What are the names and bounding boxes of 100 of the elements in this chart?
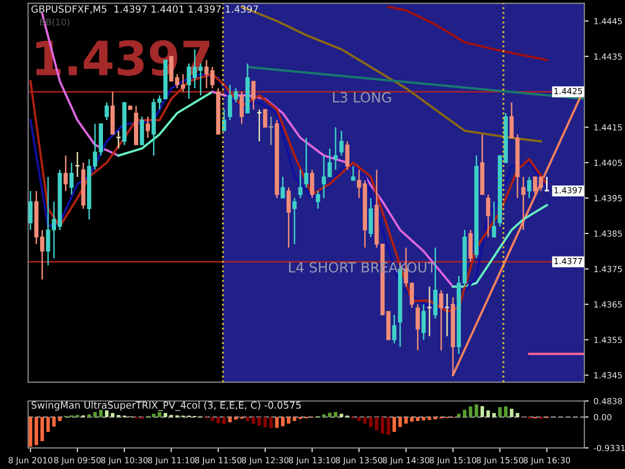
candlestick: [75, 151, 80, 178]
candlestick: [333, 126, 338, 170]
y-tick-label: 0.4838: [594, 398, 622, 404]
candlestick: [527, 176, 532, 199]
candlestick: [538, 176, 544, 192]
x-tick-label: 8 Jun 13:10: [288, 457, 336, 465]
bar: [234, 417, 238, 420]
bar: [87, 414, 91, 418]
candlestick: [345, 140, 350, 170]
candlestick: [46, 176, 50, 266]
y-tick-label: -0.9331: [594, 444, 625, 452]
y-tick-label: 1.4375: [594, 266, 622, 272]
candlestick: [64, 154, 68, 192]
candlestick: [298, 169, 302, 199]
candlestick: [310, 169, 314, 199]
bar: [286, 417, 290, 424]
bar: [258, 417, 262, 426]
candlestick: [251, 80, 256, 110]
bar: [357, 417, 361, 421]
bar: [340, 414, 344, 418]
bar: [416, 417, 420, 421]
bar: [93, 412, 97, 418]
candlestick: [486, 194, 490, 238]
candlestick: [544, 176, 549, 192]
candlestick: [28, 190, 33, 231]
bar: [216, 417, 220, 424]
candlestick: [316, 190, 320, 210]
candlestick: [280, 176, 285, 199]
candlestick: [410, 282, 414, 309]
bar: [34, 417, 38, 446]
bar: [486, 410, 490, 418]
bar: [58, 417, 62, 421]
y-tick-label: 1.4405: [594, 160, 622, 166]
bar: [222, 417, 226, 424]
x-tick-label: 8 Jun 11:50: [194, 457, 242, 465]
bar: [404, 417, 408, 424]
bar: [228, 417, 232, 422]
bar: [468, 406, 472, 418]
bar: [322, 414, 326, 418]
bar: [480, 406, 484, 418]
bar: [110, 413, 114, 418]
candlestick: [492, 200, 496, 238]
bar: [152, 414, 156, 418]
bar: [158, 412, 162, 418]
bar: [504, 406, 508, 418]
bar: [410, 417, 414, 422]
y-tick-label: 1.4385: [594, 230, 622, 237]
line-series: [211, 90, 454, 288]
annotation: 1.4397: [554, 187, 582, 194]
bar: [28, 417, 32, 447]
candlestick: [104, 102, 109, 121]
annotation: 1.4425: [554, 88, 582, 94]
bar: [474, 404, 478, 418]
candlestick: [510, 102, 514, 139]
bar: [498, 407, 502, 418]
bar: [510, 408, 514, 418]
bar: [428, 417, 432, 420]
x-tick-label: 8 Jun 11:10: [148, 457, 195, 465]
ref-line-label: L3 LONG: [333, 92, 391, 103]
bar: [462, 410, 466, 418]
candlestick: [292, 197, 297, 245]
candlestick: [286, 186, 291, 248]
bar: [374, 417, 378, 430]
x-tick-label: 8 Jun 09:50: [54, 457, 101, 465]
bar: [281, 417, 285, 426]
bar: [516, 413, 520, 418]
candlestick: [268, 116, 274, 146]
bar: [269, 417, 273, 428]
candlestick: [521, 176, 526, 231]
y-tick-label: 1.4415: [594, 124, 622, 131]
bar: [369, 417, 373, 427]
bar: [46, 417, 50, 432]
candlestick: [339, 130, 344, 156]
annotation: 1.4377: [554, 258, 582, 264]
x-tick-label: 8 Jun 13:50: [336, 457, 382, 465]
bar: [292, 417, 296, 421]
candlestick: [304, 137, 308, 188]
line-series: [452, 204, 548, 288]
y-tick-label: 0.00: [594, 414, 612, 420]
chart-title: SwingMan UltraSuperTRIX_PV_4col (3, E,E,E, C) -0.0575: [32, 401, 301, 411]
candlestick: [263, 109, 268, 128]
bar: [99, 410, 103, 418]
bar: [457, 414, 461, 418]
y-tick-label: 1.4435: [594, 53, 622, 60]
candlestick: [69, 162, 74, 196]
y-tick-label: 1.4445: [594, 18, 622, 24]
bar: [40, 417, 44, 442]
x-tick-label: 8 Jun 14:30: [382, 457, 430, 465]
candlestick: [356, 169, 362, 199]
x-tick-label: 8 Jun 15:10: [430, 457, 476, 465]
bar: [104, 410, 109, 418]
y-tick-label: 1.4365: [594, 301, 622, 308]
y-tick-label: 1.4355: [594, 336, 622, 344]
bar: [252, 417, 256, 424]
bar: [392, 417, 396, 432]
bar: [263, 417, 267, 428]
bar: [334, 412, 338, 418]
candlestick: [257, 108, 262, 142]
y-tick-label: 1.4345: [594, 372, 622, 378]
candlestick: [392, 314, 396, 344]
